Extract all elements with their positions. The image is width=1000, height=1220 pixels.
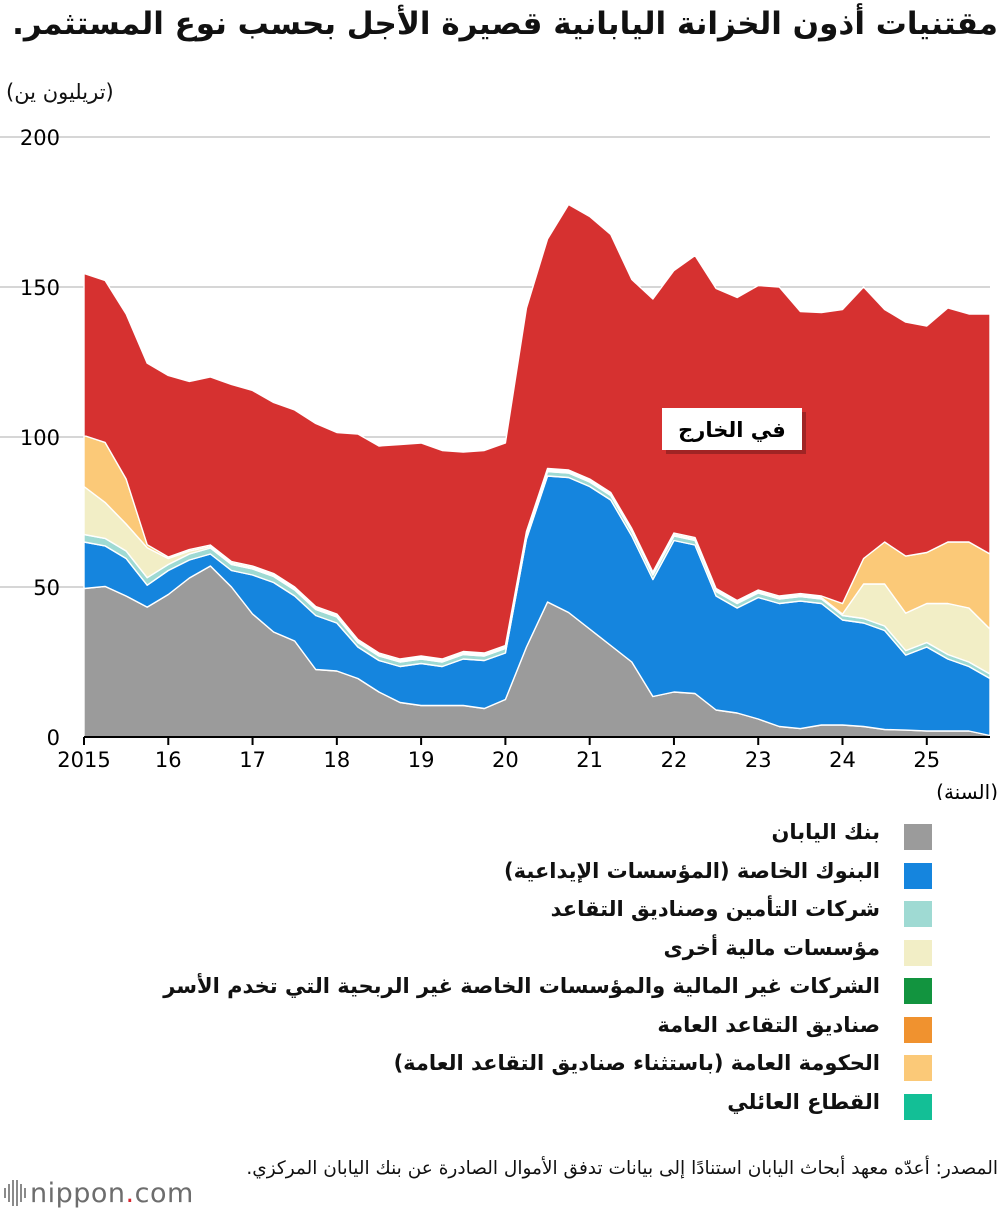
legend: بنك اليابان البنوك الخاصة (المؤسسات الإيد… — [163, 820, 932, 1129]
legend-label: مؤسسات مالية أخرى — [663, 935, 880, 960]
legend-item: القطاع العائلي — [163, 1089, 932, 1129]
legend-item: الحكومة العامة (باستثناء صناديق التقاعد … — [163, 1051, 932, 1090]
x-tick-label: 20 — [492, 748, 519, 772]
legend-label: الشركات غير المالية والمؤسسات الخاصة غير… — [163, 974, 880, 998]
legend-item: البنوك الخاصة (المؤسسات الإيداعية) — [163, 858, 932, 898]
legend-label: القطاع العائلي — [727, 1089, 880, 1114]
nippon-logo: nippon.com — [4, 1176, 194, 1210]
legend-label: بنك اليابان — [771, 820, 880, 844]
chart-title: مقتنيات أذون الخزانة اليابانية قصيرة الأ… — [12, 6, 998, 42]
x-tick-label: 25 — [913, 748, 940, 772]
x-tick-label: 2015 — [57, 748, 110, 772]
y-tick-label: 100 — [20, 426, 60, 450]
annotation-overseas-label: في الخارج — [662, 408, 806, 454]
x-tick-label: 18 — [323, 748, 350, 772]
x-tick-label: 24 — [829, 748, 856, 772]
x-axis-ticks: 2015 16 17 18 19 20 21 22 23 24 25 — [57, 737, 940, 772]
legend-label: الحكومة العامة (باستثناء صناديق التقاعد … — [393, 1051, 880, 1075]
logo-mark-icon — [4, 1180, 26, 1206]
x-tick-label: 22 — [661, 748, 688, 772]
area-series — [83, 203, 991, 738]
y-axis-unit-label: (تريليون ين) — [6, 80, 114, 104]
legend-swatch — [904, 862, 932, 889]
logo-wordmark: nippon.com — [30, 1177, 194, 1209]
x-tick-label: 21 — [576, 748, 603, 772]
legend-swatch — [904, 901, 932, 927]
legend-swatch — [904, 1093, 932, 1120]
legend-item: بنك اليابان — [163, 820, 932, 859]
legend-item: الشركات غير المالية والمؤسسات الخاصة غير… — [163, 974, 932, 1013]
legend-swatch — [904, 939, 932, 966]
y-tick-label: 50 — [33, 576, 60, 600]
x-tick-label: 17 — [239, 748, 266, 772]
x-tick-label: 19 — [408, 748, 435, 772]
legend-swatch — [904, 824, 932, 850]
y-tick-label: 150 — [20, 276, 60, 300]
legend-item: شركات التأمين وصناديق التقاعد — [163, 897, 932, 936]
legend-swatch — [904, 1016, 932, 1043]
legend-item: صناديق التقاعد العامة — [163, 1012, 932, 1052]
y-tick-label: 0 — [47, 726, 60, 750]
legend-swatch — [904, 1055, 932, 1081]
legend-swatch — [904, 978, 932, 1004]
y-tick-label: 200 — [20, 126, 60, 150]
x-axis-label: (السنة) — [936, 780, 998, 800]
legend-item: مؤسسات مالية أخرى — [163, 935, 932, 975]
legend-label: شركات التأمين وصناديق التقاعد — [550, 897, 880, 921]
x-tick-label: 16 — [155, 748, 182, 772]
y-axis-ticks: 0 50 100 150 200 — [20, 126, 60, 750]
legend-label: البنوك الخاصة (المؤسسات الإيداعية) — [504, 858, 880, 883]
area-series-8 — [83, 203, 991, 660]
annotation-text: في الخارج — [678, 418, 786, 443]
source-note: المصدر: أعدّه معهد أبحاث اليابان استنادً… — [246, 1158, 998, 1179]
x-tick-label: 23 — [745, 748, 772, 772]
legend-label: صناديق التقاعد العامة — [657, 1012, 880, 1037]
stacked-area-chart: 0 50 100 150 200 2015 16 17 18 19 20 21 22 23 24 25 (ا… — [0, 126, 998, 800]
